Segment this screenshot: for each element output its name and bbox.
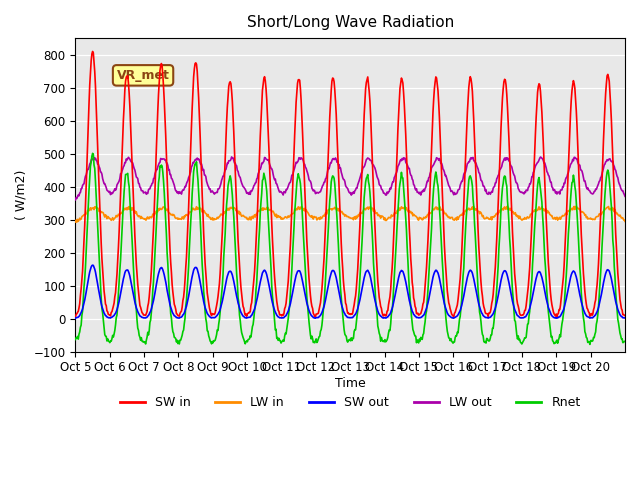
Text: VR_met: VR_met [116,69,170,82]
Title: Short/Long Wave Radiation: Short/Long Wave Radiation [246,15,454,30]
Y-axis label: ( W/m2): ( W/m2) [15,169,28,220]
X-axis label: Time: Time [335,377,365,390]
Legend: SW in, LW in, SW out, LW out, Rnet: SW in, LW in, SW out, LW out, Rnet [115,391,586,414]
